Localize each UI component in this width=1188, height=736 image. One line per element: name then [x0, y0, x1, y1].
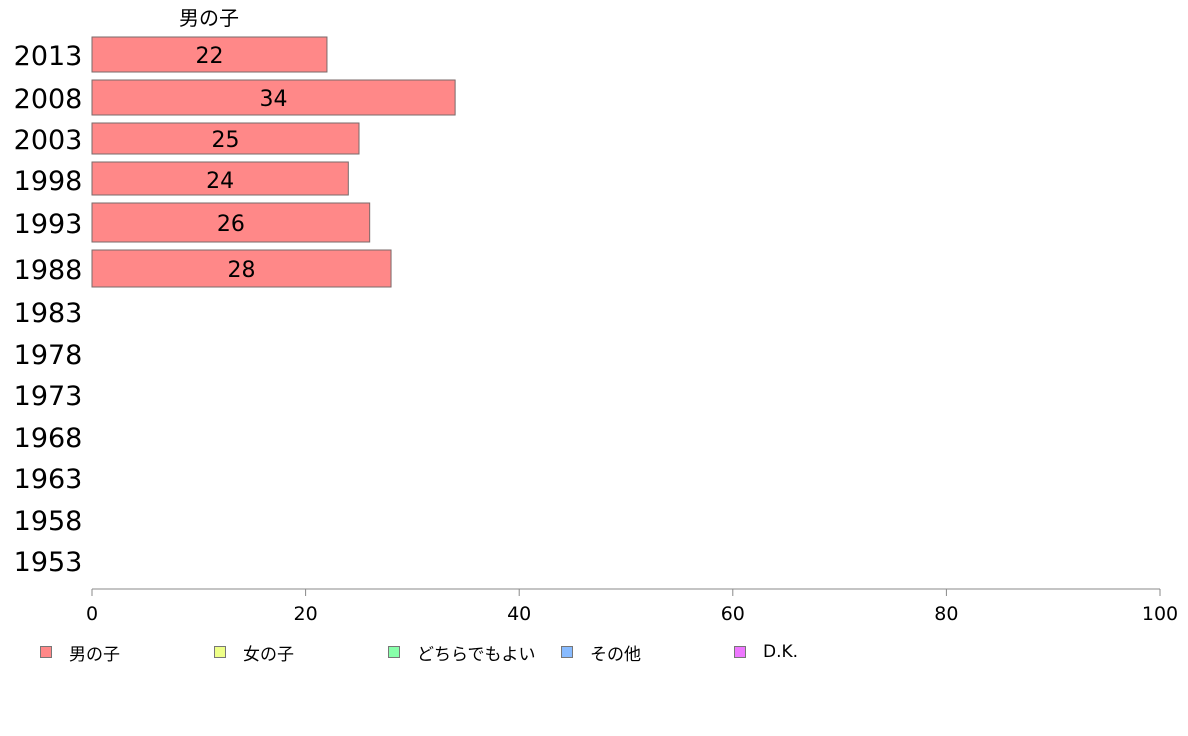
x-axis: 0 20 40 60 80 100: [86, 588, 1178, 625]
year-label: 1968: [14, 423, 83, 454]
x-tick-label: 100: [1142, 603, 1178, 625]
year-labels: 2013 2008 2003 1998 1993 1988 1983 1978 1973 1968…: [14, 41, 83, 578]
legend-label: 男の子: [69, 644, 120, 665]
year-label: 1958: [14, 506, 83, 537]
legend-label: どちらでもよい: [417, 644, 536, 665]
year-label: 1963: [14, 464, 83, 495]
year-label: 1953: [14, 547, 83, 578]
year-label: 2003: [14, 125, 83, 156]
legend-item: D.K.: [734, 642, 798, 662]
x-tick-label: 0: [86, 603, 98, 625]
legend-label: その他: [590, 644, 641, 665]
bar: [91, 202, 371, 243]
x-tick-label: 40: [507, 603, 531, 625]
year-label: 1998: [14, 166, 83, 197]
year-label: 1988: [14, 255, 83, 286]
bar: [91, 161, 349, 196]
value-label: 22: [195, 44, 223, 69]
year-label: 1983: [14, 298, 83, 329]
bar: [91, 36, 328, 73]
legend-item: どちらでもよい: [388, 642, 536, 665]
series-top-label: 男の子: [179, 6, 239, 30]
bar: [91, 249, 392, 288]
x-tick-label: 60: [721, 603, 745, 625]
legend-item: 女の子: [214, 642, 294, 665]
legend-label: D.K.: [763, 642, 799, 662]
legend-swatch: [561, 646, 573, 658]
value-label: 26: [217, 212, 245, 237]
year-label: 2008: [14, 84, 83, 115]
value-label: 28: [228, 258, 256, 283]
legend-label: 女の子: [243, 644, 294, 665]
legend-swatch: [40, 646, 52, 658]
year-label: 2013: [14, 41, 83, 72]
value-label: 24: [206, 169, 234, 194]
legend-item: 男の子: [40, 642, 120, 665]
year-label: 1973: [14, 381, 83, 412]
value-label: 25: [212, 128, 240, 153]
x-tick-label: 80: [934, 603, 958, 625]
legend-swatch: [388, 646, 400, 658]
bar: [91, 79, 456, 116]
value-labels: 22 34 25 24 26 28: [195, 44, 287, 283]
value-label: 34: [260, 87, 288, 112]
year-label: 1993: [14, 209, 83, 240]
legend: 男の子 女の子 どちらでもよい その他 D.K.: [0, 642, 1188, 666]
legend-swatch: [734, 646, 746, 658]
legend-swatch: [214, 646, 226, 658]
year-label: 1978: [14, 340, 83, 371]
bar: [91, 122, 360, 155]
x-tick-label: 20: [294, 603, 318, 625]
bars: [91, 36, 456, 288]
legend-item: その他: [561, 642, 641, 665]
